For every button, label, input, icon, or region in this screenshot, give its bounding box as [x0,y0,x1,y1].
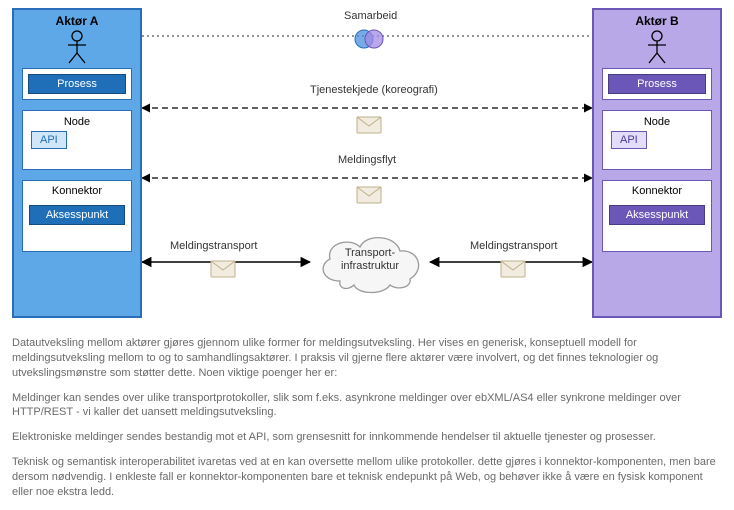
envelope-icon [500,260,526,278]
person-icon [64,30,90,64]
actor-a-process-box: Prosess [22,68,132,100]
label-samarbeid: Samarbeid [342,10,399,22]
actor-b-node-box: Node API [602,110,712,170]
actor-a-node-box: Node API [22,110,132,170]
envelope-icon [356,186,382,204]
label-tjenestekjede: Tjenestekjede (koreografi) [308,84,440,96]
actor-a-accesspoint-pill: Aksesspunkt [29,205,125,225]
actor-a-node-label: Node [29,116,125,128]
actor-a-api-box: API [31,131,67,149]
architecture-diagram: Aktør A Prosess Node API Konnektor Akses… [0,0,734,330]
actor-a-connector-label: Konnektor [29,185,125,197]
actor-b-node-label: Node [609,116,705,128]
label-transport-left: Meldingstransport [168,240,259,252]
label-meldingsflyt: Meldingsflyt [336,154,398,166]
actor-b-process-pill: Prosess [608,74,706,94]
actor-b-title: Aktør B [602,14,712,28]
cloud-label: Transport- infrastruktur [310,247,430,272]
actor-b-accesspoint-pill: Aksesspunkt [609,205,705,225]
actor-b-process-box: Prosess [602,68,712,100]
paragraph-3: Elektroniske meldinger sendes bestandig … [12,430,722,445]
actor-b-connector-box: Konnektor Aksesspunkt [602,180,712,252]
actor-b-container: Aktør B Prosess Node API Konnektor Akses… [592,8,722,318]
actor-a-container: Aktør A Prosess Node API Konnektor Akses… [12,8,142,318]
actor-a-title: Aktør A [22,14,132,28]
paragraph-1: Datautveksling mellom aktører gjøres gje… [12,336,722,381]
label-transport-right: Meldingstransport [468,240,559,252]
collaboration-icon [352,28,386,50]
person-icon [644,30,670,64]
actor-a-process-pill: Prosess [28,74,126,94]
envelope-icon [210,260,236,278]
actor-a-connector-box: Konnektor Aksesspunkt [22,180,132,252]
paragraph-4: Teknisk og semantisk interoperabilitet i… [12,455,722,500]
cloud-transport: Transport- infrastruktur [310,225,430,297]
envelope-icon [356,116,382,134]
cloud-line1: Transport- [345,247,395,259]
cloud-line2: infrastruktur [341,260,399,272]
paragraph-2: Meldinger kan sendes over ulike transpor… [12,391,722,421]
description-text: Datautveksling mellom aktører gjøres gje… [12,336,722,510]
actor-b-connector-label: Konnektor [609,185,705,197]
actor-b-api-box: API [611,131,647,149]
